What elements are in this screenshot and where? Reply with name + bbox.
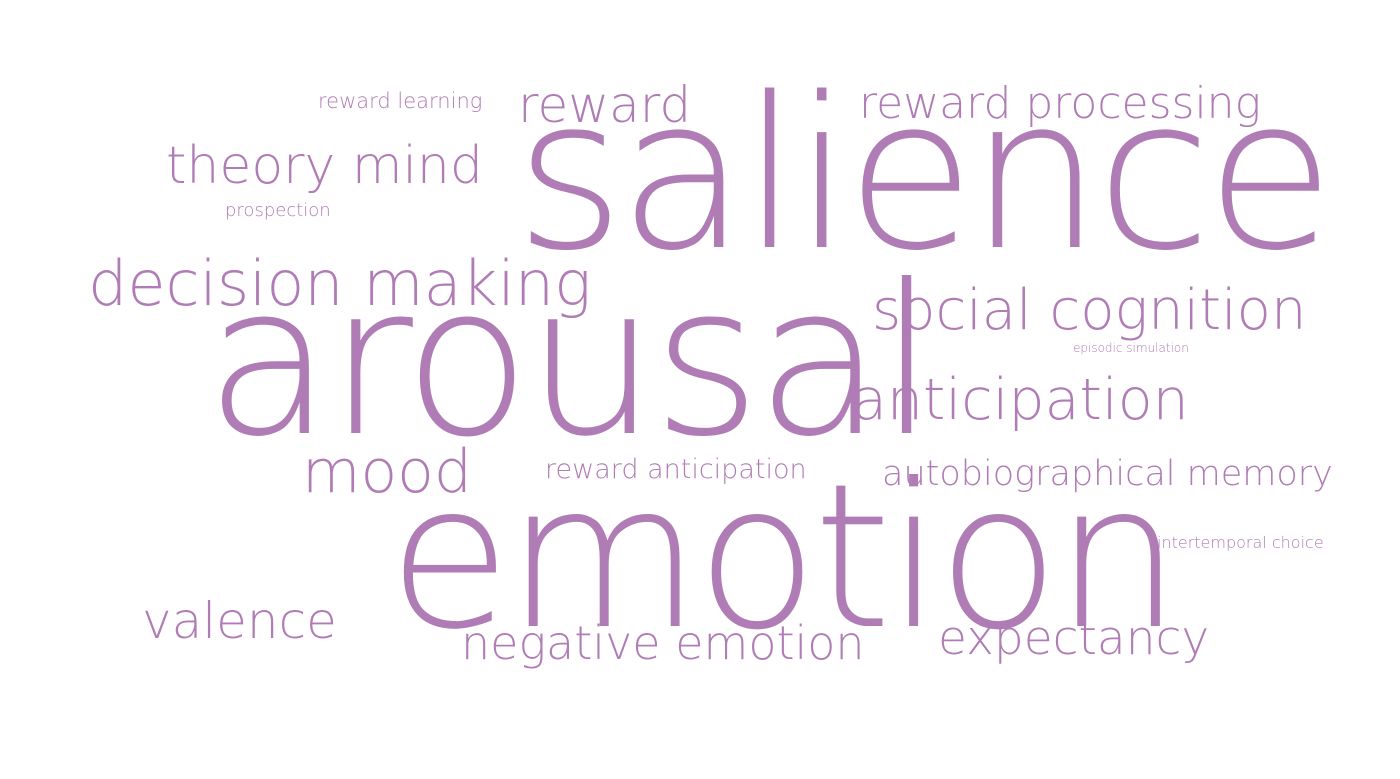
- word-anticipation: anticipation: [852, 367, 1189, 433]
- word-decision-making: decision making: [88, 247, 592, 320]
- word-episodic-simulation: episodic simulation: [1073, 341, 1189, 355]
- word-valence: valence: [142, 592, 337, 650]
- word-salience: salience: [515, 52, 1335, 297]
- word-autobiographical-memory: autobiographical memory: [882, 454, 1333, 494]
- word-reward-anticipation: reward anticipation: [545, 454, 807, 485]
- word-social-cognition: social cognition: [872, 278, 1307, 343]
- word-mood: mood: [302, 437, 472, 507]
- word-expectancy: expectancy: [938, 611, 1210, 666]
- word-reward: reward: [518, 76, 692, 134]
- word-reward-processing: reward processing: [859, 78, 1261, 129]
- word-emotion: emotion: [388, 441, 1181, 674]
- word-prospection: prospection: [225, 200, 331, 221]
- word-theory-mind: theory mind: [166, 136, 483, 196]
- word-arousal: arousal: [205, 241, 936, 483]
- word-negative-emotion: negative emotion: [461, 616, 865, 670]
- word-intertemporal-choice: intertemporal choice: [1157, 533, 1324, 552]
- word-reward-learning: reward learning: [318, 89, 483, 113]
